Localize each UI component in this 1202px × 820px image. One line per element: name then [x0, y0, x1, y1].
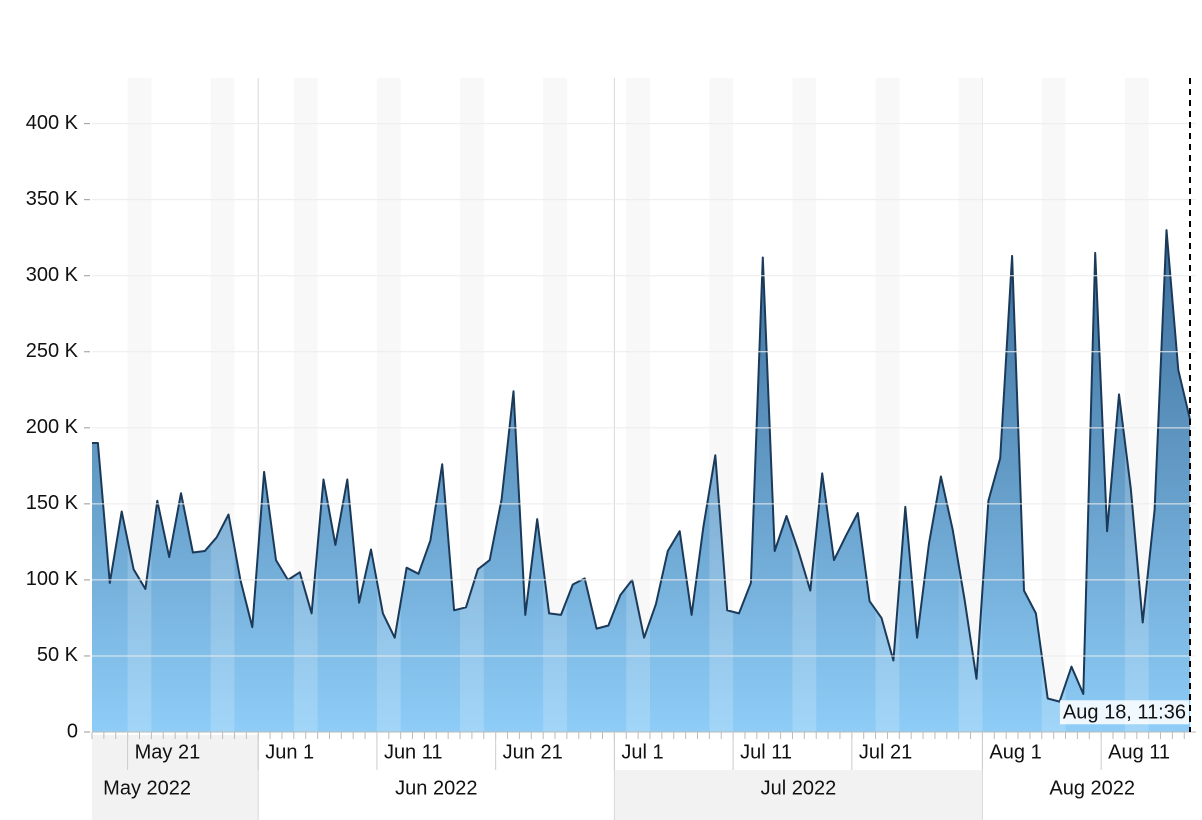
weekend-overlay	[792, 78, 817, 732]
month-label: Aug 2022	[1049, 777, 1135, 799]
month-band	[92, 735, 259, 820]
month-label: Jul 2022	[761, 777, 837, 799]
y-tick-label: 0	[67, 720, 78, 742]
cursor-label-bg	[1059, 700, 1189, 725]
x-tick-label: Aug 1	[989, 741, 1041, 763]
y-tick-label: 250 K	[26, 340, 79, 362]
area-line	[92, 229, 1192, 703]
weekend-overlay	[460, 78, 484, 732]
x-tick-label: Jun 11	[384, 741, 443, 763]
weekend-stripe	[1041, 78, 1066, 732]
x-tick-label: May 21	[135, 741, 201, 763]
x-tick-label: Jul 1	[621, 741, 663, 763]
y-tick-label: 200 K	[26, 416, 79, 438]
weekend-stripe	[376, 78, 401, 732]
weekend-overlay	[210, 78, 235, 732]
y-tick-label: 50 K	[37, 644, 79, 666]
y-tick-label: 300 K	[26, 264, 79, 286]
month-label: Jun 2022	[395, 777, 477, 799]
weekend-overlay	[1041, 78, 1066, 732]
weekend-overlay	[709, 78, 734, 732]
weekend-overlay	[626, 78, 651, 732]
x-tick-label: Jul 21	[859, 741, 912, 763]
month-band	[614, 770, 983, 820]
y-tick-label: 100 K	[26, 568, 79, 590]
area-fill	[92, 230, 1191, 732]
weekend-overlay	[127, 78, 152, 732]
y-tick-label: 150 K	[26, 492, 79, 514]
weekend-overlay	[1124, 78, 1149, 732]
weekend-overlay	[376, 78, 401, 732]
weekend-stripe	[626, 78, 651, 732]
weekend-overlay	[875, 78, 900, 732]
plot-area	[92, 78, 1192, 732]
y-tick-label: 350 K	[26, 188, 79, 210]
weekend-stripe	[875, 78, 900, 732]
month-label: May 2022	[103, 777, 191, 799]
weekend-stripe	[958, 78, 983, 732]
x-tick-label: Jun 21	[503, 741, 563, 763]
y-tick-label: 400 K	[26, 112, 79, 134]
x-tick-label: Jul 11	[740, 741, 792, 763]
x-tick-label: Jun 1	[265, 741, 314, 763]
weekend-overlay	[543, 78, 567, 732]
weekend-overlay	[958, 78, 983, 732]
weekend-overlay	[293, 78, 318, 732]
cursor-label: Aug 18, 11:36	[1063, 701, 1186, 723]
weekend-stripe	[293, 78, 318, 732]
x-tick-label: Aug 11	[1108, 741, 1170, 763]
weekend-stripe	[543, 78, 567, 732]
